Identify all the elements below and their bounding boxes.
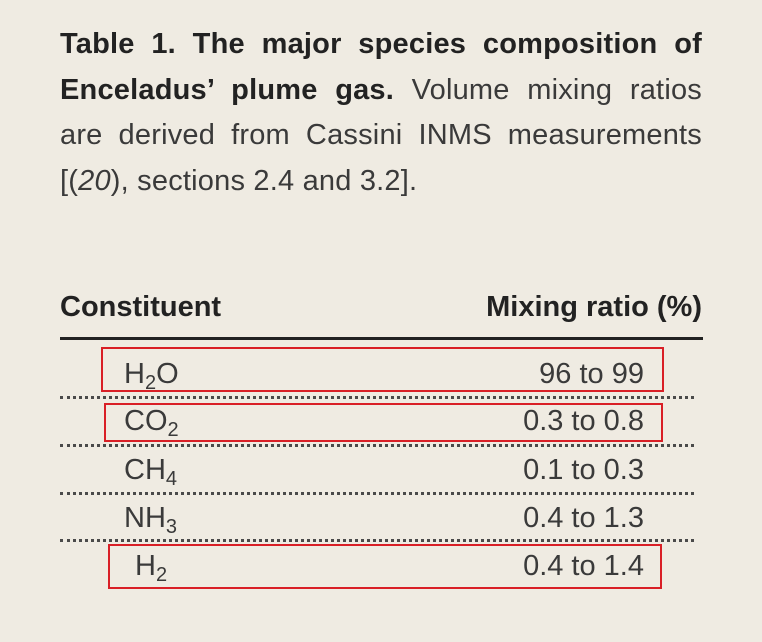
formula-subscript: 2 [167,419,179,441]
constituent-cell: NH3 [124,494,177,542]
table-row: H2O 96 to 99 [60,350,692,398]
row-divider [60,444,694,447]
constituent-cell: CO2 [124,397,179,445]
highlight-box-row-2 [104,403,663,442]
row-divider [60,396,694,399]
row-divider [60,539,694,542]
formula-base: CO [124,405,168,437]
mixing-ratio-cell: 0.4 to 1.4 [523,550,644,582]
table-row: CH4 0.1 to 0.3 [60,446,692,494]
formula-subscript: 4 [165,468,178,490]
highlight-box-row-5 [108,544,662,589]
header-rule [60,337,703,340]
formula-tail: O [156,358,179,390]
formula-subscript: 3 [165,516,178,538]
formula-subscript: 2 [155,564,168,586]
mixing-ratio-cell: 0.4 to 1.3 [523,502,644,534]
table-row: NH3 0.4 to 1.3 [60,494,692,542]
formula-base: CH [124,454,166,486]
formula-base: NH [124,502,166,534]
constituent-cell: CH4 [124,446,177,494]
header-mixing-ratio: Mixing ratio (%) [486,291,702,323]
caption-text-after-ref: ), sections 2.4 and 3.2]. [110,164,418,197]
caption-title: Table 1. The major species composition o… [60,28,702,106]
table-row: H2 0.4 to 1.4 [60,542,692,590]
mixing-ratio-cell: 0.3 to 0.8 [523,405,644,437]
formula-subscript: 2 [144,372,157,394]
constituent-cell: H2 [135,542,167,590]
formula-base: H [135,550,156,582]
caption-ref: 20 [78,164,111,197]
constituent-cell: H2O [124,350,179,398]
caption-text-before-ref: Volume mixing ratios are derived from Ca… [60,73,702,197]
mixing-ratio-cell: 96 to 99 [539,358,644,390]
formula-base: H [124,358,145,390]
mixing-ratio-cell: 0.1 to 0.3 [523,454,644,486]
table-header: Constituent Mixing ratio (%) [60,285,702,330]
table-caption: Table 1. The major species composition o… [60,22,702,204]
row-divider [60,492,694,495]
header-constituent: Constituent [60,291,222,323]
table-row: CO2 0.3 to 0.8 [60,397,692,445]
highlight-box-row-1 [101,347,664,392]
